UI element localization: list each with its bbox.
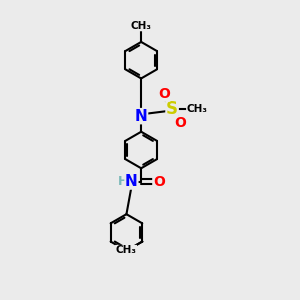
- Text: O: O: [153, 175, 165, 188]
- Text: H: H: [118, 175, 129, 188]
- Text: N: N: [135, 109, 148, 124]
- Text: O: O: [158, 87, 170, 101]
- Text: S: S: [166, 100, 178, 118]
- Text: O: O: [174, 116, 186, 130]
- Text: CH₃: CH₃: [131, 21, 152, 31]
- Text: CH₃: CH₃: [116, 245, 136, 255]
- Text: CH₃: CH₃: [187, 104, 208, 114]
- Text: N: N: [125, 174, 138, 189]
